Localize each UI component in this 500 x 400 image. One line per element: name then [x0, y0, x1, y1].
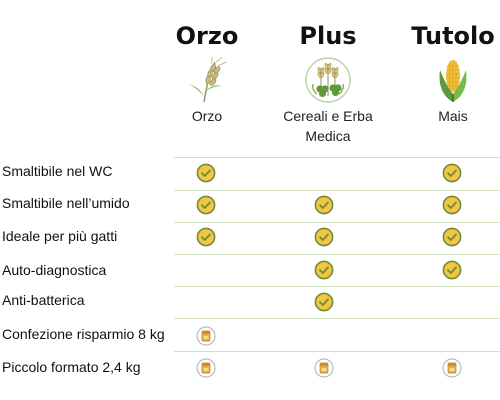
- check-icon-tutolo-row-1: [442, 195, 462, 215]
- check-icon-tutolo-row-3: [442, 260, 462, 280]
- row-divider: [174, 318, 500, 319]
- column-title-tutolo: Tutolo: [411, 22, 495, 50]
- check-icon-orzo-row-0: [196, 163, 216, 183]
- row-label-ideale-piu-gatti: Ideale per più gatti: [2, 228, 118, 244]
- column-title-orzo: Orzo: [175, 22, 239, 50]
- package-icon-plus-row-6: [314, 358, 334, 378]
- column-label-orzo: Orzo: [191, 108, 223, 124]
- row-label-auto-diagnostica: Auto-diagnostica: [2, 262, 107, 278]
- row-divider: [174, 157, 500, 158]
- check-icon-plus-row-4: [314, 292, 334, 312]
- package-icon-tutolo-row-6: [442, 358, 462, 378]
- row-label-piccolo-formato: Piccolo formato 2,4 kg: [2, 359, 141, 375]
- package-icon-orzo-row-6: [196, 358, 216, 378]
- check-icon-tutolo-row-0: [442, 163, 462, 183]
- check-icon-orzo-row-1: [196, 195, 216, 215]
- row-label-smaltibile-wc: Smaltibile nel WC: [2, 163, 113, 179]
- check-icon-plus-row-1: [314, 195, 334, 215]
- cereals-clover-icon: [305, 57, 351, 103]
- corn-icon: [439, 60, 467, 102]
- column-label-mais: Mais: [438, 108, 468, 124]
- column-label-plus: Cereali e Erba Medica: [283, 108, 373, 144]
- row-label-smaltibile-umido: Smaltibile nell’umido: [2, 195, 130, 211]
- check-icon-tutolo-row-2: [442, 227, 462, 247]
- check-icon-plus-row-2: [314, 227, 334, 247]
- package-icon-orzo-row-5: [196, 326, 216, 346]
- row-divider: [174, 254, 500, 255]
- column-title-plus: Plus: [299, 22, 357, 50]
- row-divider: [174, 190, 500, 191]
- barley-icon: [188, 56, 227, 103]
- check-icon-plus-row-3: [314, 260, 334, 280]
- row-label-confezione-risparmio: Confezione risparmio 8 kg: [2, 326, 165, 342]
- check-icon-orzo-row-2: [196, 227, 216, 247]
- row-divider: [174, 351, 500, 352]
- row-divider: [174, 286, 500, 287]
- row-divider: [174, 222, 500, 223]
- row-label-anti-batterica: Anti-batterica: [2, 292, 85, 308]
